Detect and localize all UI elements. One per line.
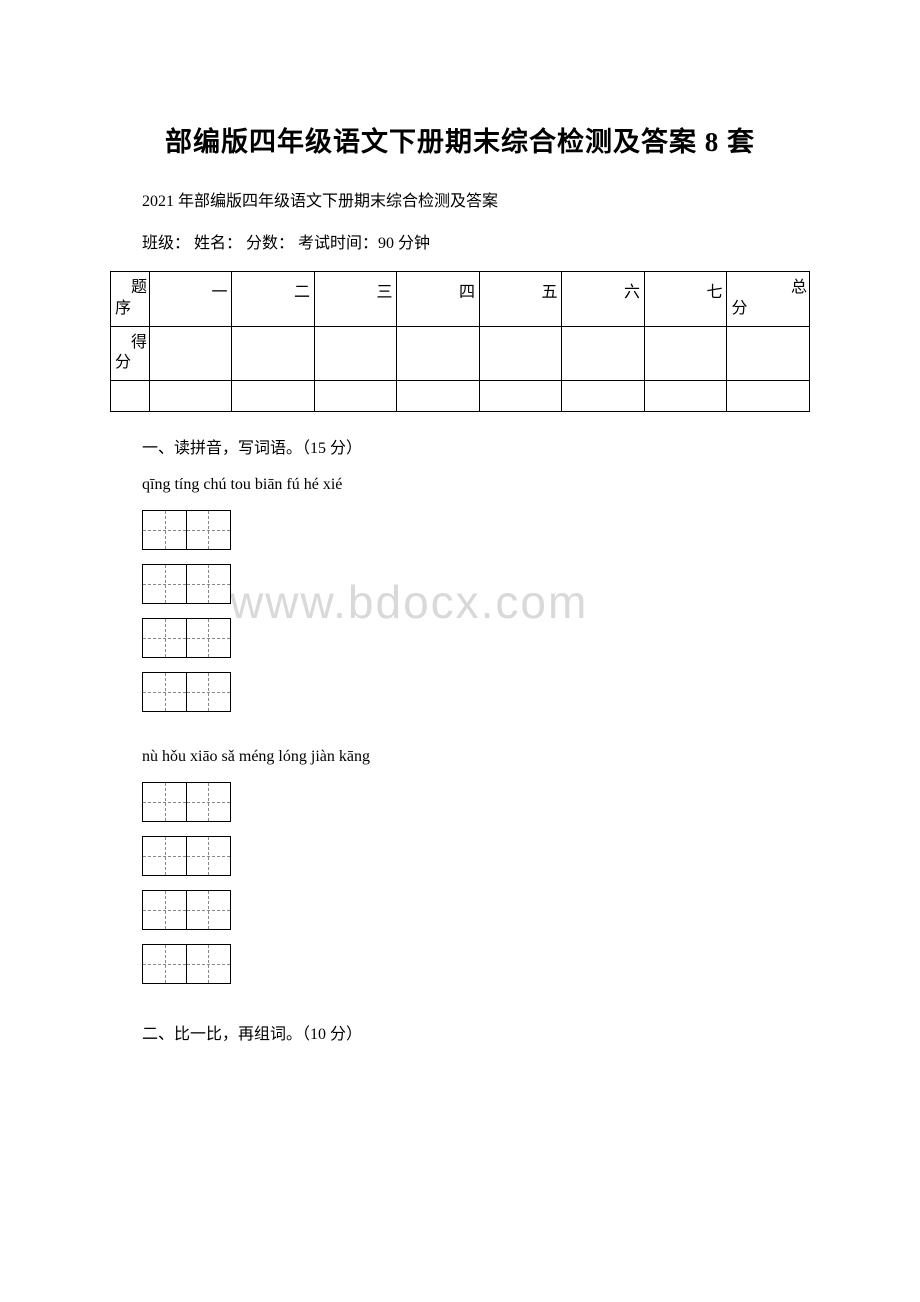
pinyin-line: nù hǒu xiāo sǎ méng lóng jiàn kāng bbox=[110, 748, 810, 766]
tianzige-box bbox=[186, 672, 231, 712]
score-cell bbox=[727, 381, 810, 412]
info-line: 班级： 姓名： 分数： 考试时间：90 分钟 bbox=[110, 229, 810, 253]
subtitle: 2021 年部编版四年级语文下册期末综合检测及答案 bbox=[110, 187, 810, 211]
tianzige-box bbox=[142, 510, 187, 550]
score-cell bbox=[149, 326, 232, 381]
score-cell bbox=[644, 381, 727, 412]
section-heading: 二、比一比，再组词。（10 分） bbox=[110, 1020, 810, 1044]
col-header: 三 bbox=[314, 272, 397, 327]
tianzige-box bbox=[142, 836, 187, 876]
score-cell bbox=[562, 381, 645, 412]
score-cell bbox=[232, 326, 315, 381]
tianzige-row bbox=[142, 672, 810, 712]
tianzige-box bbox=[186, 564, 231, 604]
tianzige-row bbox=[142, 836, 810, 876]
tianzige-box bbox=[186, 836, 231, 876]
score-cell bbox=[479, 381, 562, 412]
tianzige-box bbox=[142, 618, 187, 658]
tianzige-box bbox=[142, 890, 187, 930]
col-header: 一 bbox=[149, 272, 232, 327]
score-cell bbox=[562, 326, 645, 381]
tianzige-box bbox=[142, 672, 187, 712]
col-header: 总 分 bbox=[727, 272, 810, 327]
table-row bbox=[111, 381, 810, 412]
col-header: 六 bbox=[562, 272, 645, 327]
tianzige-row bbox=[142, 510, 810, 550]
tianzige-box bbox=[142, 564, 187, 604]
col-header: 二 bbox=[232, 272, 315, 327]
col-header: 七 bbox=[644, 272, 727, 327]
tianzige-box bbox=[186, 510, 231, 550]
score-cell bbox=[397, 326, 480, 381]
section-heading: 一、读拼音，写词语。（15 分） bbox=[110, 434, 810, 458]
score-cell bbox=[479, 326, 562, 381]
score-cell bbox=[149, 381, 232, 412]
score-cell bbox=[727, 326, 810, 381]
tianzige-box bbox=[186, 618, 231, 658]
score-cell bbox=[397, 381, 480, 412]
tianzige-row bbox=[142, 944, 810, 984]
document-content: 部编版四年级语文下册期末综合检测及答案 8 套 2021 年部编版四年级语文下册… bbox=[110, 120, 810, 1044]
tianzige-row bbox=[142, 618, 810, 658]
page-title: 部编版四年级语文下册期末综合检测及答案 8 套 bbox=[110, 120, 810, 159]
tianzige-group bbox=[142, 782, 810, 984]
score-table: 题 序 一 二 三 四 五 六 七 总 分 得 分 bbox=[110, 271, 810, 412]
row-label: 题 序 bbox=[111, 272, 150, 327]
score-cell bbox=[232, 381, 315, 412]
tianzige-group bbox=[142, 510, 810, 712]
table-row: 题 序 一 二 三 四 五 六 七 总 分 bbox=[111, 272, 810, 327]
tianzige-box bbox=[186, 890, 231, 930]
tianzige-row bbox=[142, 564, 810, 604]
score-cell bbox=[111, 381, 150, 412]
pinyin-line: qīng tíng chú tou biān fú hé xié bbox=[110, 476, 810, 494]
tianzige-row bbox=[142, 782, 810, 822]
tianzige-box bbox=[186, 944, 231, 984]
col-header: 四 bbox=[397, 272, 480, 327]
tianzige-row bbox=[142, 890, 810, 930]
row-label: 得 分 bbox=[111, 326, 150, 381]
tianzige-box bbox=[186, 782, 231, 822]
score-cell bbox=[644, 326, 727, 381]
tianzige-box bbox=[142, 782, 187, 822]
score-cell bbox=[314, 381, 397, 412]
score-cell bbox=[314, 326, 397, 381]
col-header: 五 bbox=[479, 272, 562, 327]
tianzige-box bbox=[142, 944, 187, 984]
table-row: 得 分 bbox=[111, 326, 810, 381]
